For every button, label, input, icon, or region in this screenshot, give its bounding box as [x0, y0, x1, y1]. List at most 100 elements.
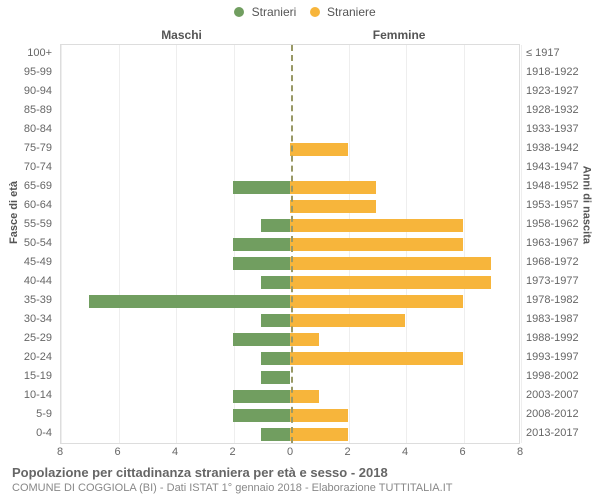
age-label: 95-99	[0, 63, 56, 82]
plot-area	[60, 44, 520, 444]
pyramid-row	[61, 311, 519, 330]
column-header-female: Femmine	[373, 28, 426, 42]
pyramid-row	[61, 197, 519, 216]
legend-swatch-female	[310, 7, 320, 17]
pyramid-row	[61, 273, 519, 292]
pyramid-row	[61, 330, 519, 349]
age-label: 25-29	[0, 329, 56, 348]
bar-male	[261, 371, 290, 384]
legend-swatch-male	[234, 7, 244, 17]
birth-year-label: 1983-1987	[522, 310, 592, 329]
birth-year-label: 1943-1947	[522, 158, 592, 177]
age-label: 50-54	[0, 234, 56, 253]
pyramid-row	[61, 102, 519, 121]
x-tick-label: 2	[218, 446, 248, 458]
birth-year-label: 1948-1952	[522, 177, 592, 196]
chart-container: Stranieri Straniere Maschi Femmine Fasce…	[0, 0, 600, 500]
bar-female	[290, 409, 348, 422]
pyramid-row	[61, 45, 519, 64]
age-label: 20-24	[0, 348, 56, 367]
bar-male	[233, 257, 291, 270]
birth-year-label: 1993-1997	[522, 348, 592, 367]
age-label: 0-4	[0, 424, 56, 443]
birth-year-label: 2013-2017	[522, 424, 592, 443]
bar-male	[233, 181, 291, 194]
bar-female	[290, 314, 405, 327]
pyramid-row	[61, 406, 519, 425]
birth-year-label: 1968-1972	[522, 253, 592, 272]
bar-male	[261, 314, 290, 327]
x-tick-label: 8	[45, 446, 75, 458]
age-label: 100+	[0, 44, 56, 63]
bar-female	[290, 390, 319, 403]
bar-female	[290, 200, 376, 213]
bar-male	[261, 352, 290, 365]
x-tick-label: 6	[448, 446, 478, 458]
age-label: 55-59	[0, 215, 56, 234]
bar-female	[290, 428, 348, 441]
age-label: 85-89	[0, 101, 56, 120]
birth-year-label: 1998-2002	[522, 367, 592, 386]
pyramid-row	[61, 178, 519, 197]
pyramid-row	[61, 292, 519, 311]
birth-year-label: 1973-1977	[522, 272, 592, 291]
x-tick-label: 0	[275, 446, 305, 458]
bar-male	[261, 428, 290, 441]
age-label: 30-34	[0, 310, 56, 329]
x-tick-label: 6	[103, 446, 133, 458]
pyramid-row	[61, 216, 519, 235]
x-tick-label: 8	[505, 446, 535, 458]
pyramid-row	[61, 64, 519, 83]
bar-female	[290, 257, 491, 270]
x-tick-label: 2	[333, 446, 363, 458]
bar-female	[290, 295, 463, 308]
bar-female	[290, 181, 376, 194]
age-label: 40-44	[0, 272, 56, 291]
age-label: 90-94	[0, 82, 56, 101]
birth-year-label: ≤ 1917	[522, 44, 592, 63]
birth-year-label: 1938-1942	[522, 139, 592, 158]
age-label: 80-84	[0, 120, 56, 139]
legend-label-female: Straniere	[327, 5, 376, 19]
birth-year-label: 1958-1962	[522, 215, 592, 234]
birth-year-label: 1923-1927	[522, 82, 592, 101]
pyramid-row	[61, 235, 519, 254]
age-label: 5-9	[0, 405, 56, 424]
bar-female	[290, 219, 463, 232]
pyramid-row	[61, 387, 519, 406]
age-label: 10-14	[0, 386, 56, 405]
footer-subtitle: COMUNE DI COGGIOLA (BI) - Dati ISTAT 1° …	[12, 482, 452, 494]
birth-year-label: 2008-2012	[522, 405, 592, 424]
age-label: 70-74	[0, 158, 56, 177]
birth-year-label: 1928-1932	[522, 101, 592, 120]
age-label: 45-49	[0, 253, 56, 272]
pyramid-row	[61, 121, 519, 140]
age-label: 60-64	[0, 196, 56, 215]
pyramid-row	[61, 425, 519, 444]
pyramid-row	[61, 368, 519, 387]
footer-title: Popolazione per cittadinanza straniera p…	[12, 465, 452, 480]
bar-male	[261, 219, 290, 232]
birth-year-label: 2003-2007	[522, 386, 592, 405]
age-label: 75-79	[0, 139, 56, 158]
x-tick-label: 4	[160, 446, 190, 458]
pyramid-row	[61, 349, 519, 368]
birth-year-label: 1978-1982	[522, 291, 592, 310]
bar-female	[290, 352, 463, 365]
bar-male	[89, 295, 290, 308]
bar-male	[233, 333, 291, 346]
pyramid-row	[61, 254, 519, 273]
bar-male	[233, 390, 291, 403]
legend-label-male: Stranieri	[252, 5, 297, 19]
legend: Stranieri Straniere	[0, 4, 600, 19]
bar-male	[261, 276, 290, 289]
birth-year-label: 1963-1967	[522, 234, 592, 253]
bar-female	[290, 238, 463, 251]
bar-female	[290, 333, 319, 346]
pyramid-row	[61, 140, 519, 159]
pyramid-row	[61, 83, 519, 102]
bar-female	[290, 143, 348, 156]
bar-male	[233, 409, 291, 422]
x-tick-label: 4	[390, 446, 420, 458]
age-label: 35-39	[0, 291, 56, 310]
